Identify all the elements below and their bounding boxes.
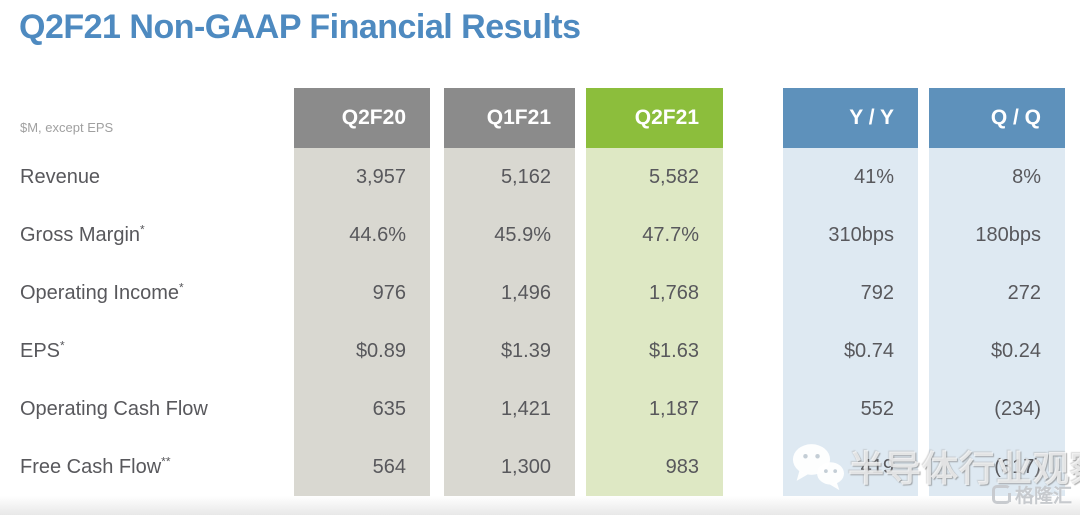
row-label-eps: EPS* [20,322,285,380]
cell-eps-qoq: $0.24 [990,340,1041,362]
cell-operating-income-yoy: 792 [860,282,894,304]
row-label-free-cash-flow: Free Cash Flow** [20,438,285,496]
cell-revenue-q2f21: 5,582 [648,166,699,188]
cell-operating-cash-flow-q2f21: 1,187 [648,398,699,420]
column-q2f21-highlighted: Q2F21 5,582 47.7% 1,768 $1.63 1,187 983 [586,88,723,496]
cell-free-cash-flow-qoq: (317) [994,456,1041,478]
column-body-yoy: 41% 310bps 792 $0.74 552 419 [783,148,918,496]
cell-gross-margin-q2f21: 47.7% [642,224,699,246]
units-note: $M, except EPS [20,120,114,135]
cell-free-cash-flow-q2f21: 983 [665,456,699,478]
cell-gross-margin-q2f20: 44.6% [349,224,406,246]
cell-operating-income-q2f20: 976 [372,282,406,304]
cell-operating-income-qoq: 272 [1007,282,1041,304]
page-title: Q2F21 Non-GAAP Financial Results [19,8,581,46]
cell-operating-income-q1f21: 1,496 [500,282,551,304]
column-body-q1f21: 5,162 45.9% 1,496 $1.39 1,421 1,300 [444,148,575,496]
cell-operating-income-q2f21: 1,768 [648,282,699,304]
cell-operating-cash-flow-qoq: (234) [994,398,1041,420]
cell-gross-margin-q1f21: 45.9% [494,224,551,246]
row-label-text: Operating Cash Flow [20,398,208,420]
row-label-superscript: * [140,222,145,237]
cell-operating-cash-flow-q2f20: 635 [372,398,406,420]
column-body-q2f20: 3,957 44.6% 976 $0.89 635 564 [294,148,430,496]
cell-revenue-qoq: 8% [1012,166,1041,188]
column-body-q2f21: 5,582 47.7% 1,768 $1.63 1,187 983 [586,148,723,496]
row-label-superscript: ** [161,454,171,469]
cell-operating-cash-flow-q1f21: 1,421 [500,398,551,420]
row-label-operating-cash-flow: Operating Cash Flow [20,380,285,438]
cell-eps-yoy: $0.74 [843,340,894,362]
row-label-text: Revenue [20,166,101,188]
column-header-q2f21: Q2F21 [586,88,723,148]
row-label-operating-income: Operating Income* [20,264,285,322]
row-label-text: Free Cash Flow [20,456,162,478]
cell-eps-q2f20: $0.89 [355,340,406,362]
row-label-superscript: * [60,338,65,353]
row-label-text: Operating Income [20,282,179,304]
cell-operating-cash-flow-yoy: 552 [860,398,894,420]
column-qoq: Q / Q 8% 180bps 272 $0.24 (234) (317) [929,88,1065,496]
row-label-gross-margin: Gross Margin* [20,206,285,264]
row-labels-column: Revenue Gross Margin* Operating Income* … [20,148,285,496]
column-header-qoq: Q / Q [929,88,1065,148]
cell-eps-q2f21: $1.63 [648,340,699,362]
cell-free-cash-flow-q1f21: 1,300 [500,456,551,478]
cell-revenue-q1f21: 5,162 [500,166,551,188]
column-header-q2f20: Q2F20 [294,88,430,148]
column-yoy: Y / Y 41% 310bps 792 $0.74 552 419 [783,88,918,496]
slide-bottom-edge [0,496,1080,515]
column-header-q1f21: Q1F21 [444,88,575,148]
cell-free-cash-flow-q2f20: 564 [372,456,406,478]
cell-gross-margin-qoq: 180bps [975,224,1041,246]
column-body-qoq: 8% 180bps 272 $0.24 (234) (317) [929,148,1065,496]
cell-gross-margin-yoy: 310bps [828,224,894,246]
cell-revenue-yoy: 41% [853,166,894,188]
cell-eps-q1f21: $1.39 [500,340,551,362]
cell-revenue-q2f20: 3,957 [355,166,406,188]
column-q2f20: Q2F20 3,957 44.6% 976 $0.89 635 564 [294,88,430,496]
row-label-text: EPS [20,340,61,362]
column-header-yoy: Y / Y [783,88,918,148]
row-label-superscript: * [178,280,184,295]
row-label-text: Gross Margin [20,224,141,246]
row-label-revenue: Revenue [20,148,285,206]
column-q1f21: Q1F21 5,162 45.9% 1,496 $1.39 1,421 1,30… [444,88,575,496]
cell-free-cash-flow-yoy: 419 [860,456,894,478]
